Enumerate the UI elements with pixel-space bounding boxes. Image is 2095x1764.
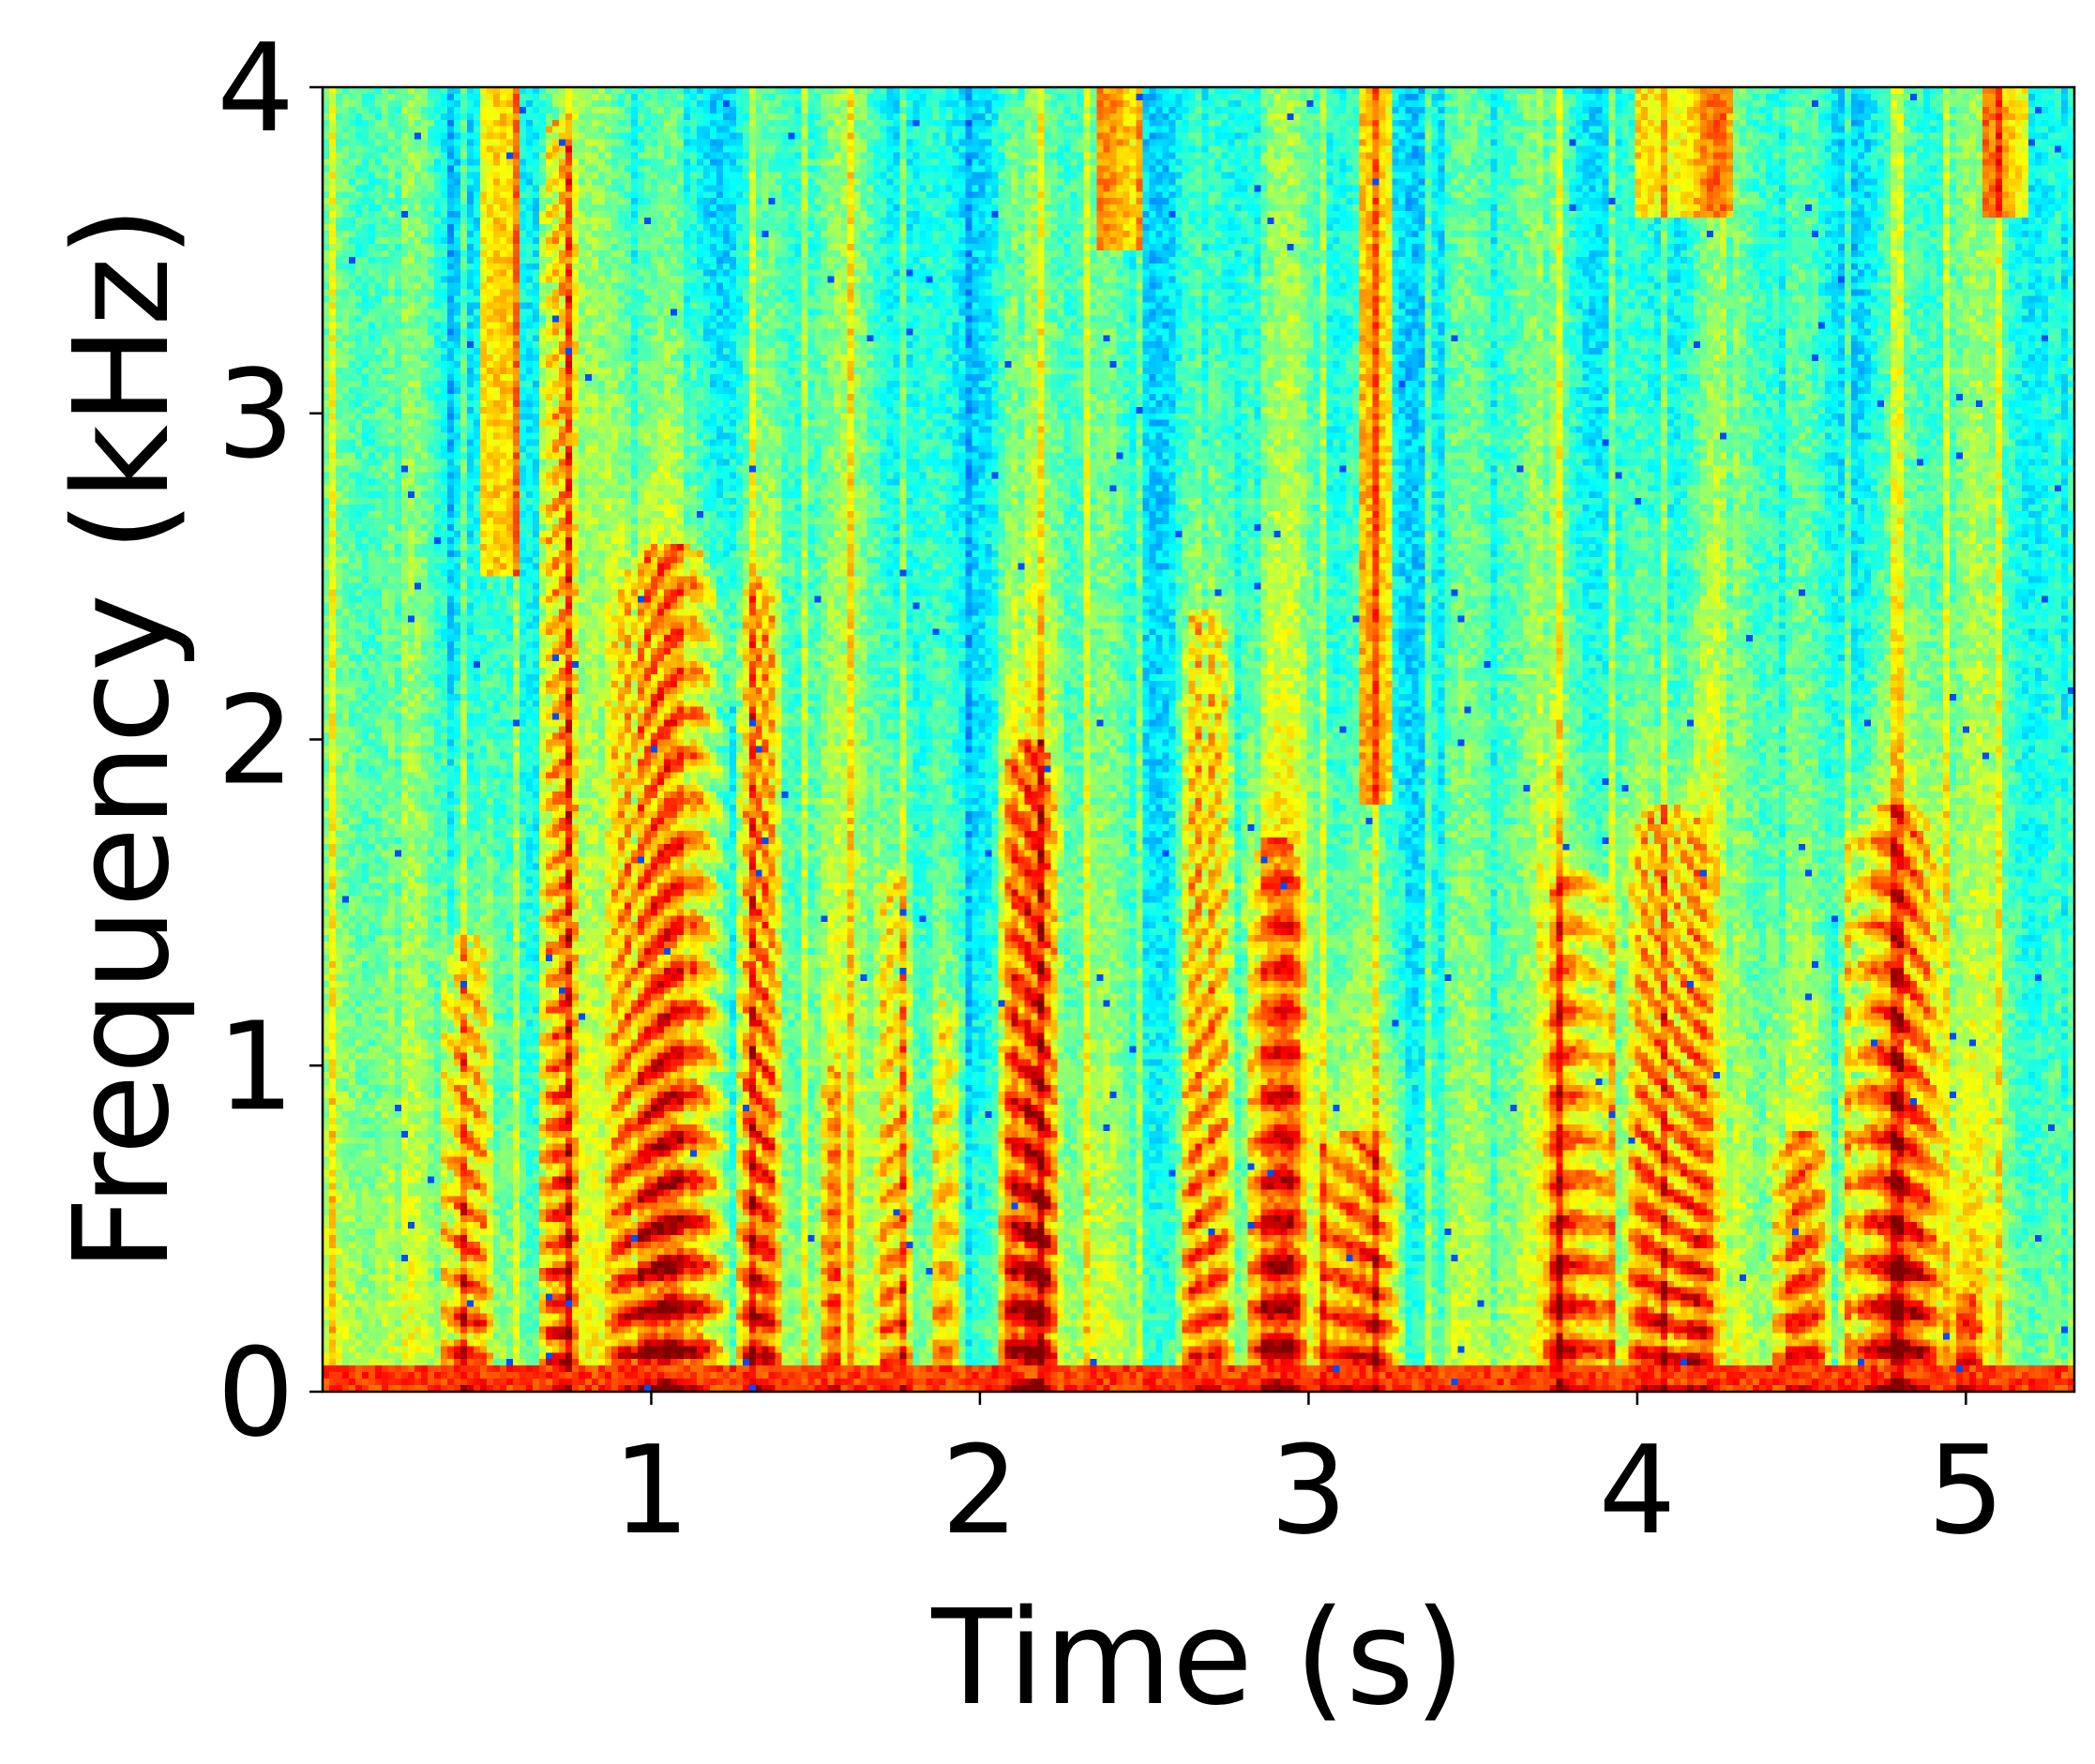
x-axis-ticks: 1 2 3 4 5 [612, 1392, 2005, 1561]
x-tick-label: 2 [942, 1419, 1019, 1561]
y-tick-label: 0 [217, 1321, 294, 1464]
x-tick-label: 1 [612, 1419, 690, 1561]
x-tick-label: 5 [1927, 1419, 2005, 1561]
y-axis-title: Frequency (kHz) [46, 206, 199, 1273]
spectrogram-heatmap [323, 87, 2074, 1392]
y-axis-ticks: 0 1 2 3 4 [217, 17, 323, 1464]
x-tick-label: 4 [1599, 1419, 1677, 1561]
y-tick-label: 3 [217, 343, 294, 486]
y-tick-label: 4 [217, 17, 294, 159]
y-tick-label: 2 [217, 670, 294, 812]
x-axis-title: Time (s) [930, 1582, 1465, 1735]
y-tick-label: 1 [217, 995, 294, 1138]
x-tick-label: 3 [1270, 1419, 1348, 1561]
spectrogram-image [323, 87, 2074, 1392]
